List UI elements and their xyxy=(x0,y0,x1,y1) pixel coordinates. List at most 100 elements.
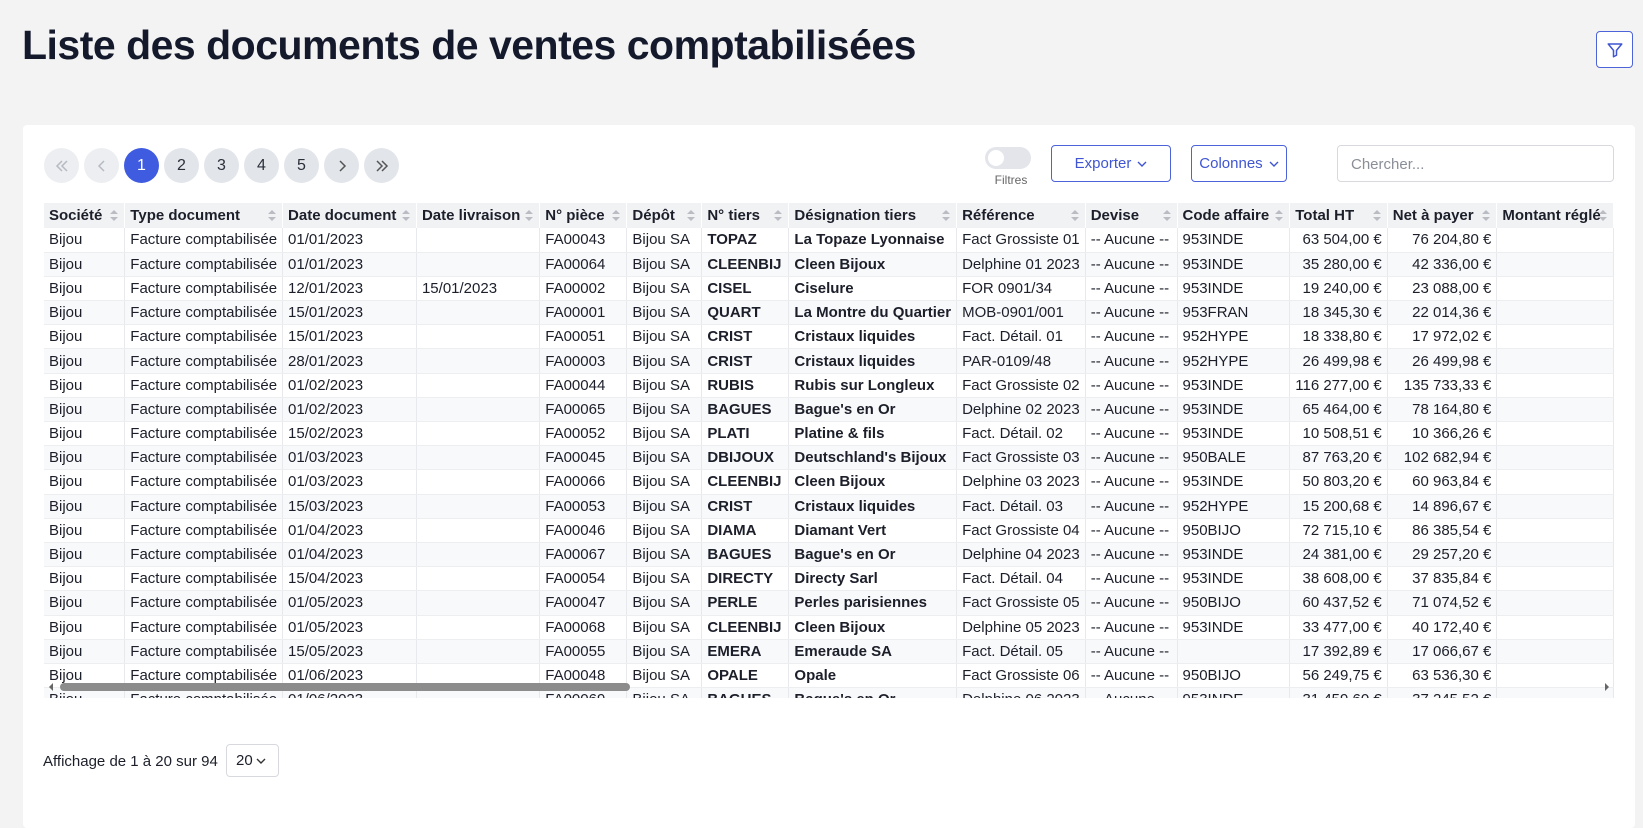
table-cell: 953INDE xyxy=(1177,421,1291,447)
table-cell: Cleen Bijoux xyxy=(788,469,958,495)
search-input[interactable]: Chercher... xyxy=(1337,145,1614,182)
table-cell xyxy=(416,445,541,471)
column-header[interactable]: Désignation tiers xyxy=(788,203,958,228)
table-cell: 102 682,94 € xyxy=(1387,445,1498,471)
table-cell: Bijou SA xyxy=(626,348,703,374)
table-cell: DBIJOUX xyxy=(701,445,790,471)
column-header[interactable]: Société xyxy=(44,203,126,228)
column-header[interactable]: Code affaire xyxy=(1177,203,1291,228)
table-cell: Bijou xyxy=(44,494,126,519)
column-header[interactable]: Total HT xyxy=(1289,203,1388,228)
page-button[interactable]: 4 xyxy=(244,148,279,183)
table-cell: Delphine 01 2023 xyxy=(956,252,1086,277)
table-cell xyxy=(1496,494,1614,519)
page-button[interactable]: 2 xyxy=(164,148,199,183)
sort-icon xyxy=(1482,210,1491,221)
table-cell xyxy=(416,373,541,398)
table-cell: 01/01/2023 xyxy=(282,252,417,277)
table-cell: -- Aucune -- xyxy=(1085,542,1178,568)
next-page[interactable] xyxy=(324,148,359,183)
table-cell: -- Aucune -- xyxy=(1085,639,1178,664)
table-cell xyxy=(1496,397,1614,423)
filter-button[interactable] xyxy=(1596,31,1633,68)
table-cell: -- Aucune -- xyxy=(1085,663,1178,689)
page-button[interactable]: 5 xyxy=(284,148,319,183)
table-cell: BAGUES xyxy=(701,397,790,423)
table-cell: FA00002 xyxy=(539,276,628,302)
table-cell: Bijou xyxy=(44,397,126,423)
table-row: Bijou Facture comptabilisée 01/01/2023 FA00… xyxy=(44,228,1614,253)
first-page[interactable] xyxy=(44,148,79,183)
table-cell: 950BIJO xyxy=(1177,663,1291,689)
table-cell: Fact. Détail. 01 xyxy=(956,324,1086,350)
table-cell: 953INDE xyxy=(1177,469,1291,495)
table-cell: -- Aucune -- xyxy=(1085,494,1178,519)
table-cell: FA00066 xyxy=(539,469,628,495)
table-cell: Ciselure xyxy=(788,276,958,302)
table-cell: 86 385,54 € xyxy=(1387,518,1498,543)
table-cell: CLEENBIJ xyxy=(701,615,790,640)
filters-toggle[interactable] xyxy=(985,147,1031,169)
table-cell: FA00046 xyxy=(539,518,628,543)
table-cell: 18 338,80 € xyxy=(1289,324,1388,350)
table-cell xyxy=(1496,687,1614,698)
table-cell: Bijou SA xyxy=(626,663,703,689)
page-size-select[interactable]: 20 xyxy=(226,744,279,777)
page-button[interactable]: 3 xyxy=(204,148,239,183)
table-row: Bijou Facture comptabilisée 28/01/2023 FA00… xyxy=(44,348,1614,374)
table-cell: 10 508,51 € xyxy=(1289,421,1388,447)
sort-icon xyxy=(1162,210,1171,221)
table-cell: 15/04/2023 xyxy=(282,566,417,592)
table-cell: Bijou xyxy=(44,348,126,374)
column-header[interactable]: Devise xyxy=(1085,203,1178,228)
table-cell: 28/01/2023 xyxy=(282,348,417,374)
page-size-value: 20 xyxy=(236,752,253,769)
table-cell: 37 835,84 € xyxy=(1387,566,1498,592)
horizontal-scrollbar[interactable] xyxy=(44,681,1614,693)
column-header[interactable]: Référence xyxy=(956,203,1086,228)
table-row: Bijou Facture comptabilisée 15/02/2023 FA00… xyxy=(44,421,1614,447)
sort-icon xyxy=(401,210,410,221)
table-cell: -- Aucune -- xyxy=(1085,566,1178,592)
table-cell xyxy=(1496,615,1614,640)
table-cell: Perles parisiennes xyxy=(788,590,958,616)
table-cell: Facture comptabilisée xyxy=(124,276,284,302)
table-cell: Bijou xyxy=(44,228,126,253)
table-cell: FA00065 xyxy=(539,397,628,423)
column-header[interactable]: Date livraison xyxy=(416,203,541,228)
table-cell: 01/06/2023 xyxy=(282,687,417,698)
table-cell: Bijou SA xyxy=(626,494,703,519)
export-button[interactable]: Exporter xyxy=(1051,145,1171,182)
export-label: Exporter xyxy=(1074,155,1132,172)
columns-button[interactable]: Colonnes xyxy=(1191,145,1287,182)
table-cell: Bijou SA xyxy=(626,469,703,495)
column-header[interactable]: Montant réglé xyxy=(1496,203,1614,228)
table-cell: 35 280,00 € xyxy=(1289,252,1388,277)
table-cell xyxy=(1496,590,1614,616)
table-cell xyxy=(416,252,541,277)
table-cell: 56 249,75 € xyxy=(1289,663,1388,689)
table-cell: 01/04/2023 xyxy=(282,542,417,568)
column-header[interactable]: N° pièce xyxy=(539,203,628,228)
last-page[interactable] xyxy=(364,148,399,183)
table-cell: 953INDE xyxy=(1177,252,1291,277)
prev-page[interactable] xyxy=(84,148,119,183)
table-cell: 15/01/2023 xyxy=(416,276,541,302)
table-cell xyxy=(416,615,541,640)
column-header[interactable]: Dépôt xyxy=(626,203,703,228)
column-title: Dépôt xyxy=(632,207,675,224)
table-cell: 01/05/2023 xyxy=(282,590,417,616)
table-cell: Bijou SA xyxy=(626,590,703,616)
column-header[interactable]: Net à payer xyxy=(1387,203,1498,228)
table-cell xyxy=(1496,276,1614,302)
table-cell: Bijou SA xyxy=(626,566,703,592)
column-header[interactable]: Date document xyxy=(282,203,417,228)
filters-label: Filtres xyxy=(994,173,1028,187)
column-title: N° pièce xyxy=(545,207,605,224)
column-title: Référence xyxy=(962,207,1035,224)
column-header[interactable]: Type document xyxy=(124,203,284,228)
column-header[interactable]: N° tiers xyxy=(701,203,790,228)
page-button[interactable]: 1 xyxy=(124,148,159,183)
table-cell: Facture comptabilisée xyxy=(124,615,284,640)
